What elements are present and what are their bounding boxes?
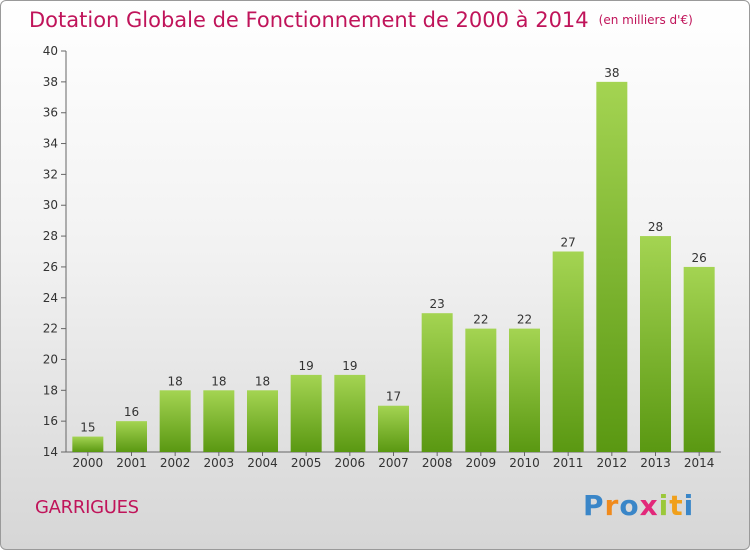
chart-title: Dotation Globale de Fonctionnement de 20… [29,8,693,32]
y-tick-label: 14 [43,445,58,459]
bar [640,236,671,452]
x-tick-label: 2008 [422,456,453,470]
y-tick-label: 36 [43,106,58,120]
logo-letter: r [604,489,620,522]
chart-title-text: Dotation Globale de Fonctionnement de 20… [29,8,589,32]
bar [421,313,453,452]
logo-letter: P [583,489,605,522]
x-tick-label: 2006 [335,456,366,470]
bar [334,374,366,452]
x-tick-label: 2009 [466,456,497,470]
y-tick-label: 34 [43,137,58,151]
logo-letter: i [658,489,670,522]
logo-letter: i [683,489,695,522]
y-tick-label: 32 [43,167,58,181]
bar [116,421,147,452]
bar-value-label: 16 [124,405,139,419]
bar [159,390,191,452]
bar-value-label: 26 [692,251,707,265]
bar-value-label: 22 [473,313,488,327]
x-tick-label: 2004 [247,456,278,470]
bar-value-label: 19 [342,359,357,373]
x-tick-label: 2001 [116,456,147,470]
bar [72,436,104,452]
bar [247,390,278,452]
x-tick-label: 2000 [73,456,104,470]
commune-name: GARRIGUES [35,497,139,518]
x-tick-label: 2002 [160,456,191,470]
bar [465,328,497,452]
x-tick-label: 2005 [291,456,322,470]
bar [509,328,540,452]
x-tick-label: 2010 [509,456,540,470]
logo-letter: t [669,489,684,522]
bar [596,81,628,452]
bar-value-label: 18 [255,374,270,388]
bar-value-label: 18 [211,374,226,388]
x-tick-label: 2014 [684,456,715,470]
proxiti-logo: Proxiti [583,489,694,522]
y-tick-label: 30 [43,198,58,212]
y-tick-label: 22 [43,322,58,336]
logo-letter: x [639,489,659,522]
y-tick-label: 26 [43,260,58,274]
bar-value-label: 19 [299,359,314,373]
y-tick-label: 24 [43,291,58,305]
x-tick-label: 2007 [378,456,409,470]
y-tick-label: 20 [43,352,58,366]
chart-unit: (en milliers d'€) [598,13,693,27]
y-tick-label: 40 [43,44,58,58]
x-tick-label: 2013 [640,456,671,470]
y-tick-label: 16 [43,414,58,428]
bar-value-label: 23 [430,297,445,311]
x-tick-label: 2012 [597,456,628,470]
bar [290,374,322,452]
bar-value-label: 22 [517,313,532,327]
bar-value-label: 18 [168,374,183,388]
bar-value-label: 15 [80,421,95,435]
bar [203,390,235,452]
y-tick-label: 18 [43,383,58,397]
bar-value-label: 17 [386,390,401,404]
x-tick-label: 2011 [553,456,584,470]
bar [378,405,409,452]
bar-value-label: 38 [604,66,619,80]
bar [683,266,715,452]
bar-value-label: 27 [561,236,576,250]
bar [552,251,584,452]
y-tick-label: 28 [43,229,58,243]
x-tick-label: 2003 [204,456,235,470]
y-tick-label: 38 [43,75,58,89]
logo-letter: o [619,489,640,522]
bar-value-label: 28 [648,220,663,234]
